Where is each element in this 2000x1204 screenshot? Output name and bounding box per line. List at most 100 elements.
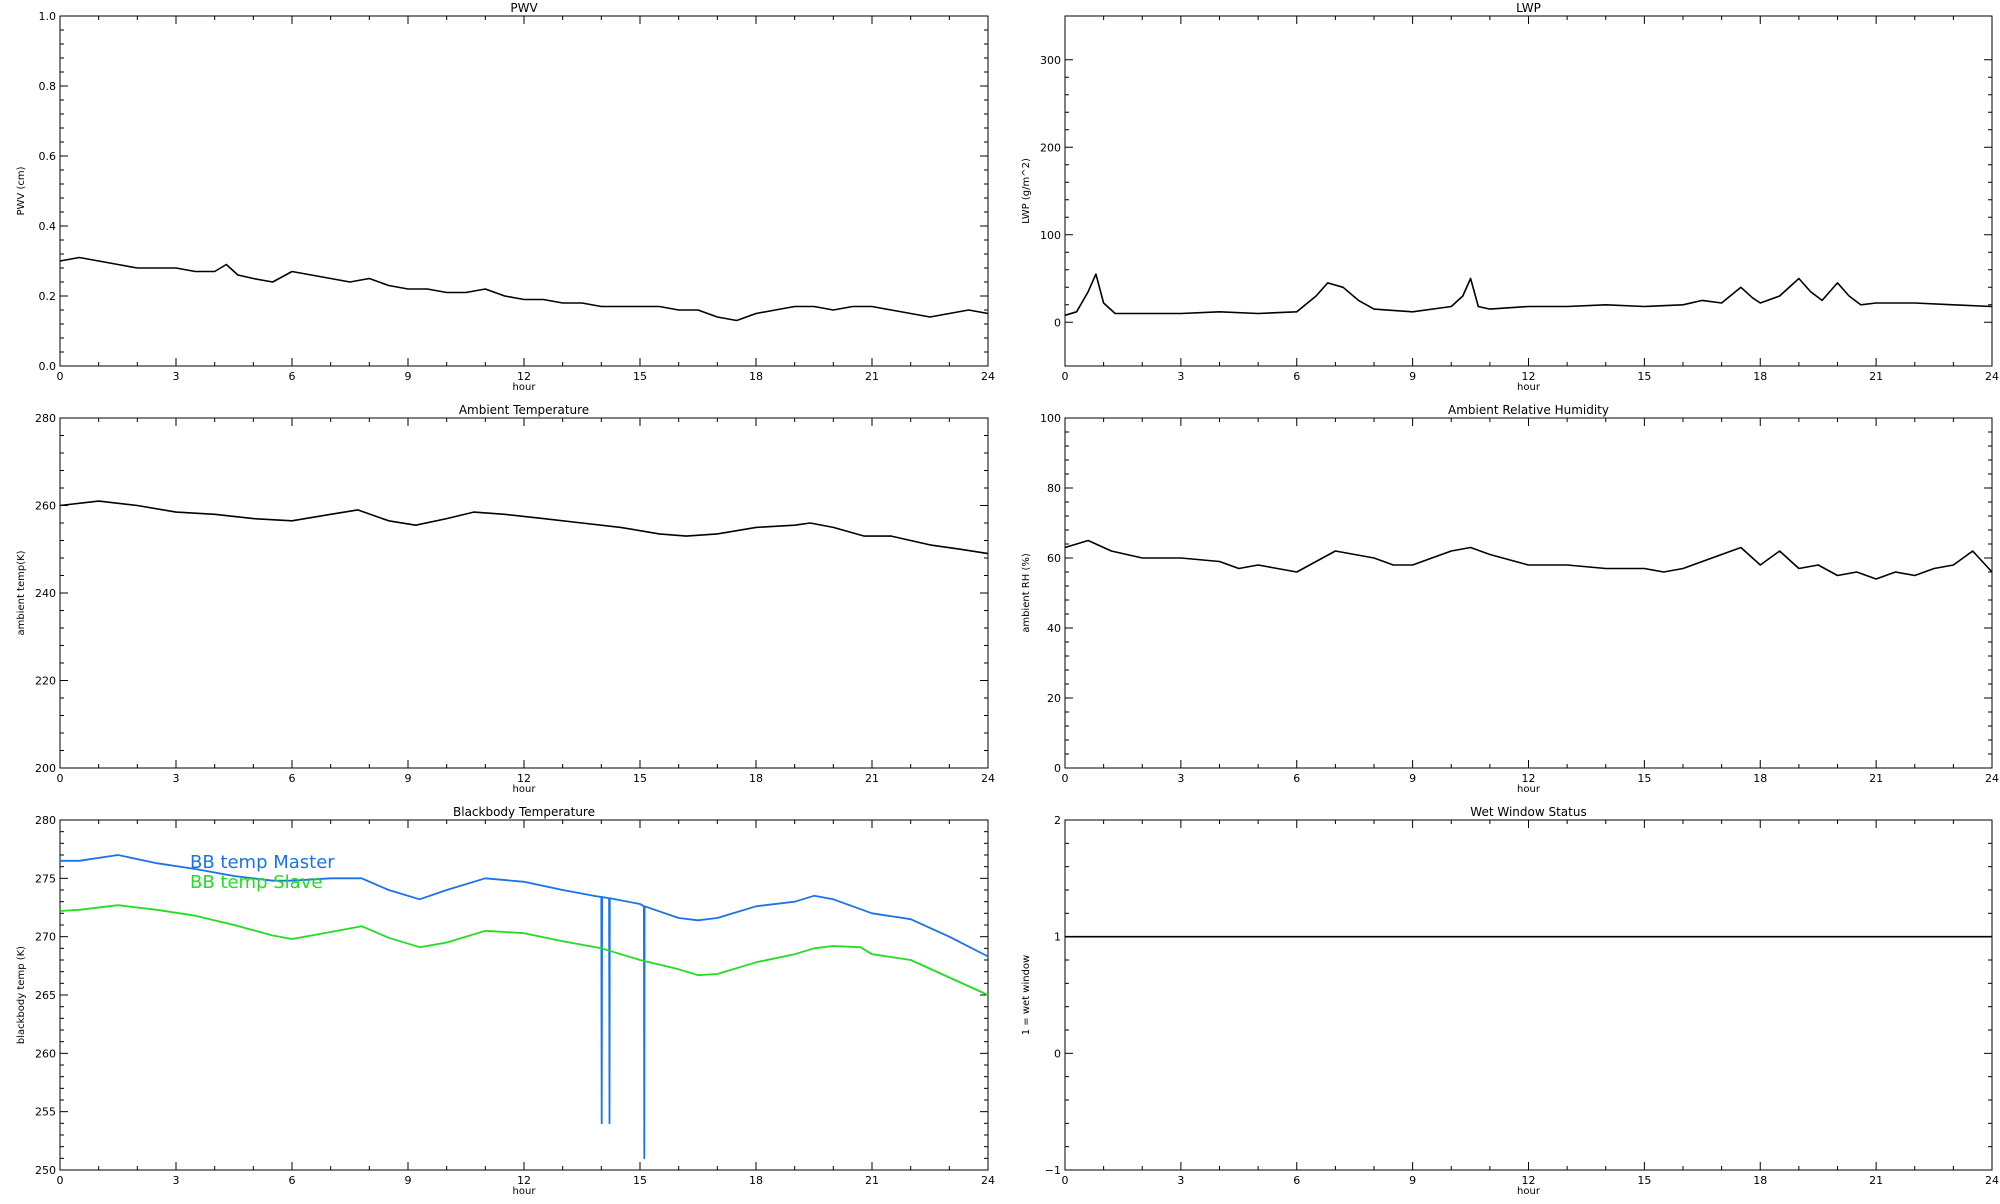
legend-entry: BB temp Slave <box>190 872 322 893</box>
x-axis-label: hour <box>1517 1186 1541 1197</box>
x-tick-label: 15 <box>633 370 647 383</box>
y-tick-label: 275 <box>35 872 56 885</box>
x-tick-label: 9 <box>405 370 412 383</box>
x-tick-label: 18 <box>1753 370 1767 383</box>
x-tick-label: 6 <box>1293 1174 1300 1187</box>
x-tick-label: 18 <box>749 772 763 785</box>
x-tick-label: 6 <box>1293 772 1300 785</box>
x-tick-label: 0 <box>1062 772 1069 785</box>
x-tick-label: 24 <box>1985 370 1999 383</box>
x-tick-label: 0 <box>57 370 64 383</box>
chart-title: LWP <box>1516 1 1541 15</box>
x-tick-label: 9 <box>1409 1174 1416 1187</box>
series-line <box>1064 539 1993 580</box>
x-tick-label: 18 <box>749 370 763 383</box>
y-tick-label: 80 <box>1047 482 1061 495</box>
y-axis-label: PWV (cm) <box>16 166 27 215</box>
plot-frame <box>1064 15 1993 367</box>
plot-frame <box>59 417 989 769</box>
y-tick-label: 200 <box>1040 141 1061 154</box>
x-tick-label: 0 <box>57 1174 64 1187</box>
x-axis-label: hour <box>1517 382 1541 393</box>
x-tick-label: 21 <box>865 370 879 383</box>
y-tick-label: 100 <box>1040 229 1061 242</box>
series-line <box>59 904 989 996</box>
legend-entry: BB temp Master <box>190 852 335 873</box>
chart-title: Ambient Relative Humidity <box>1448 403 1609 417</box>
chart-title: Ambient Temperature <box>459 403 589 417</box>
y-tick-label: 0.0 <box>39 360 57 373</box>
y-tick-label: 1 <box>1054 931 1061 944</box>
x-tick-label: 3 <box>1177 370 1184 383</box>
y-tick-label: 60 <box>1047 552 1061 565</box>
y-tick-label: 260 <box>35 1047 56 1060</box>
x-tick-label: 24 <box>1985 1174 1999 1187</box>
y-tick-label: 250 <box>35 1164 56 1177</box>
x-tick-label: 3 <box>1177 1174 1184 1187</box>
x-tick-label: 9 <box>1409 370 1416 383</box>
x-tick-label: 9 <box>405 1174 412 1187</box>
x-tick-label: 24 <box>981 1174 995 1187</box>
y-tick-label: 100 <box>1040 412 1061 425</box>
x-tick-label: 12 <box>1522 1174 1536 1187</box>
y-axis-label: blackbody temp (K) <box>16 946 27 1044</box>
y-tick-label: 270 <box>35 931 56 944</box>
y-tick-label: 265 <box>35 989 56 1002</box>
x-tick-label: 15 <box>1637 772 1651 785</box>
x-tick-label: 15 <box>1637 1174 1651 1187</box>
x-tick-label: 3 <box>173 370 180 383</box>
x-tick-label: 6 <box>289 1174 296 1187</box>
x-tick-label: 18 <box>1753 772 1767 785</box>
series-line <box>60 854 989 1160</box>
y-tick-label: 0.2 <box>39 290 57 303</box>
plot-frame <box>59 15 989 367</box>
y-axis-label: 1 = wet window <box>1021 955 1032 1035</box>
x-tick-label: 12 <box>517 370 531 383</box>
y-tick-label: 20 <box>1047 692 1061 705</box>
plot-frame <box>1064 417 1993 769</box>
y-tick-label: 2 <box>1054 814 1061 827</box>
x-tick-label: 3 <box>173 1174 180 1187</box>
series-line <box>59 500 989 555</box>
chart-panel: Ambient Temperature 0 3 6 9 12 15 18 21 24 hour 200… <box>16 403 995 795</box>
chart-panel: Ambient Relative Humidity 0 3 6 9 12 15 18 21 24 h… <box>1021 403 1999 795</box>
y-tick-label: 1.0 <box>39 10 57 23</box>
chart-title: Wet Window Status <box>1470 805 1586 819</box>
y-tick-label: 0 <box>1054 762 1061 775</box>
x-tick-label: 18 <box>749 1174 763 1187</box>
x-tick-label: 21 <box>865 772 879 785</box>
y-tick-label: 0 <box>1054 316 1061 329</box>
x-tick-label: 9 <box>405 772 412 785</box>
x-axis-label: hour <box>1517 784 1541 795</box>
chart-panel: LWP 0 3 6 9 12 15 18 21 24 hour 0 100 200 300 LWP (g/m^… <box>1021 1 1999 393</box>
x-tick-label: 6 <box>289 772 296 785</box>
y-axis-label: LWP (g/m^2) <box>1021 158 1032 224</box>
y-tick-label: 300 <box>1040 54 1061 67</box>
chart-title: Blackbody Temperature <box>453 805 595 819</box>
y-tick-label: 280 <box>35 814 56 827</box>
x-tick-label: 15 <box>633 772 647 785</box>
y-tick-label: 260 <box>35 500 56 513</box>
y-axis-label: ambient RH (%) <box>1021 553 1032 633</box>
x-tick-label: 21 <box>1869 772 1883 785</box>
y-tick-label: 40 <box>1047 622 1061 635</box>
y-tick-label: 280 <box>35 412 56 425</box>
y-tick-label: 220 <box>35 675 56 688</box>
x-tick-label: 12 <box>517 772 531 785</box>
x-axis-label: hour <box>513 1186 537 1197</box>
y-tick-label: 0.6 <box>39 150 57 163</box>
y-tick-label: −1 <box>1045 1164 1061 1177</box>
x-tick-label: 24 <box>1985 772 1999 785</box>
y-tick-label: 0.8 <box>39 80 57 93</box>
x-tick-label: 12 <box>1522 370 1536 383</box>
x-tick-label: 24 <box>981 772 995 785</box>
y-tick-label: 0 <box>1054 1047 1061 1060</box>
x-tick-label: 0 <box>57 772 64 785</box>
x-tick-label: 12 <box>1522 772 1536 785</box>
plot-frame <box>1064 819 1993 1171</box>
x-axis-label: hour <box>513 784 537 795</box>
x-tick-label: 6 <box>289 370 296 383</box>
x-tick-label: 15 <box>633 1174 647 1187</box>
